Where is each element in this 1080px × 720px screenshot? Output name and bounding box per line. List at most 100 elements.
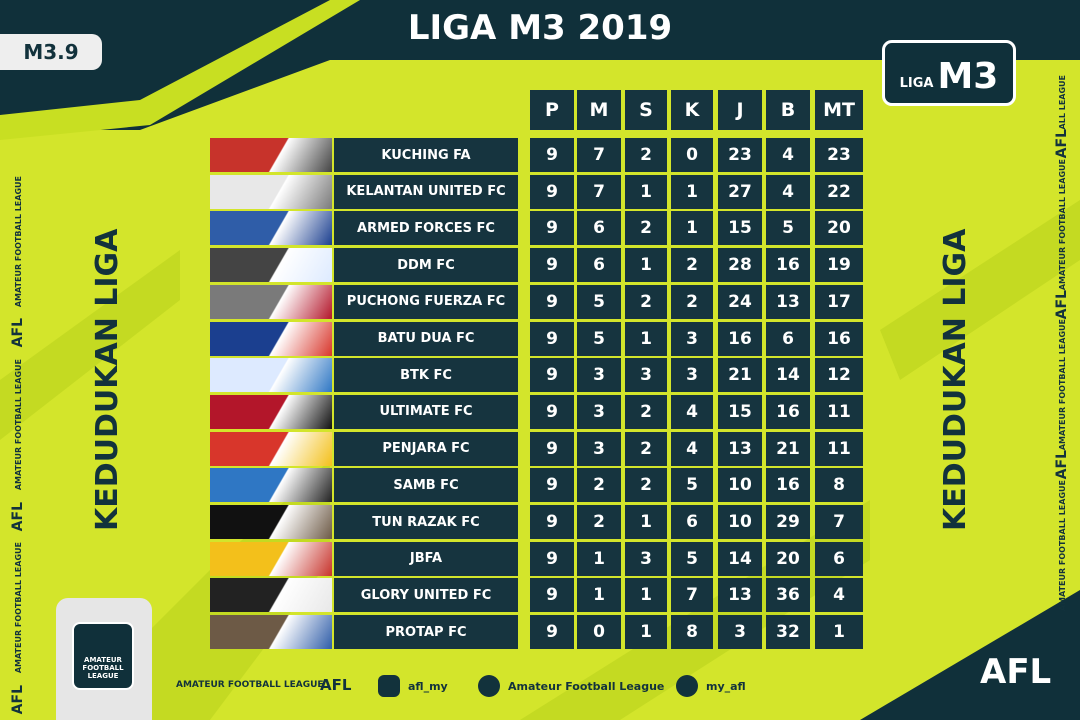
stat-cell: 8 — [671, 615, 713, 650]
strip-text: AMATEUR FOOTBALL LEAGUE — [13, 175, 23, 307]
stat-cell: 4 — [766, 174, 810, 209]
team-logo — [210, 248, 332, 283]
stat-cell: 8 — [815, 468, 863, 503]
column-header: M — [577, 90, 621, 130]
stat-cell: 13 — [766, 284, 810, 319]
stat-cell: 13 — [718, 431, 762, 466]
column-header: K — [671, 90, 713, 130]
stat-cell: 9 — [530, 505, 574, 539]
stat-cell: 9 — [530, 321, 574, 356]
team-name: SAMB FC — [334, 468, 518, 503]
stat-cell: 2 — [671, 248, 713, 283]
team-name: DDM FC — [334, 248, 518, 283]
stat-cell: 11 — [815, 431, 863, 466]
stat-cell: 9 — [530, 578, 574, 613]
stat-cell: 21 — [718, 358, 762, 393]
strip-text: AMATEUR FOOTBALL LEAGUE — [1057, 158, 1067, 290]
stat-cell: 2 — [625, 468, 667, 503]
team-name: JBFA — [334, 541, 518, 576]
stat-cell: 9 — [530, 284, 574, 319]
stat-cell: 9 — [530, 541, 574, 576]
stat-cell: 2 — [625, 394, 667, 429]
stat-cell: 27 — [718, 174, 762, 209]
stat-cell: 16 — [766, 468, 810, 503]
stat-cell: 3 — [671, 358, 713, 393]
strip-text: AMATEUR FOOTBALL LEAGUE — [1057, 479, 1067, 611]
stat-cell: 3 — [577, 394, 621, 429]
side-title-right: KEDUDUKAN LIGA — [938, 228, 973, 532]
stat-cell: 6 — [766, 321, 810, 356]
stat-cell: 4 — [671, 431, 713, 466]
stat-cell: 6 — [671, 505, 713, 539]
footer-league-short: AFL — [320, 676, 352, 694]
stat-cell: 19 — [815, 248, 863, 283]
strip-text: AFL — [1054, 129, 1070, 159]
stat-cell: 23 — [815, 138, 863, 172]
stat-cell: 6 — [577, 211, 621, 246]
stat-cell: 9 — [530, 431, 574, 466]
stat-cell: 2 — [625, 431, 667, 466]
stat-cell: 9 — [530, 358, 574, 393]
facebook-icon — [478, 675, 500, 697]
stat-cell: 28 — [718, 248, 762, 283]
strip-text: AFL — [10, 684, 26, 715]
stat-cell: 9 — [530, 211, 574, 246]
stat-cell: 21 — [766, 431, 810, 466]
stat-cell: 9 — [530, 615, 574, 650]
stat-cell: 13 — [718, 578, 762, 613]
team-logo — [210, 321, 332, 356]
stat-cell: 22 — [815, 174, 863, 209]
team-logo — [210, 358, 332, 393]
strip-text: AFL — [1054, 450, 1070, 480]
stat-cell: 14 — [718, 541, 762, 576]
stat-cell: 5 — [766, 211, 810, 246]
stat-cell: 6 — [815, 541, 863, 576]
stat-cell: 7 — [577, 138, 621, 172]
stat-cell: 2 — [625, 211, 667, 246]
stat-cell: 9 — [530, 468, 574, 503]
team-logo — [210, 138, 332, 172]
stat-cell: 9 — [530, 394, 574, 429]
stat-cell: 1 — [625, 615, 667, 650]
logo-big: M3 — [937, 56, 999, 97]
badge: M3.9 — [0, 34, 102, 70]
strip-text: AFL — [10, 501, 26, 531]
team-logo — [210, 541, 332, 576]
team-logo — [210, 578, 332, 613]
stat-cell: 7 — [815, 505, 863, 539]
team-logo — [210, 431, 332, 466]
stat-cell: 4 — [671, 394, 713, 429]
strip-text: AMATEUR FOOTBALL LEAGUE — [1057, 319, 1067, 451]
afl-logo-panel: AMATEUR FOOTBALL LEAGUE — [56, 598, 152, 720]
team-logo — [210, 174, 332, 209]
footer-league: AMATEUR FOOTBALL LEAGUE — [176, 680, 324, 690]
stat-cell: 24 — [718, 284, 762, 319]
stat-cell: 1 — [625, 578, 667, 613]
team-logo — [210, 468, 332, 503]
team-name: BTK FC — [334, 358, 518, 393]
stat-cell: 3 — [625, 358, 667, 393]
stat-cell: 9 — [530, 174, 574, 209]
stat-cell: 16 — [718, 321, 762, 356]
stat-cell: 1 — [577, 541, 621, 576]
stat-cell: 3 — [625, 541, 667, 576]
stat-cell: 1 — [671, 174, 713, 209]
stat-cell: 5 — [577, 284, 621, 319]
team-name: ARMED FORCES FC — [334, 211, 518, 246]
stat-cell: 32 — [766, 615, 810, 650]
stat-cell: 16 — [815, 321, 863, 356]
stat-cell: 3 — [577, 431, 621, 466]
stat-cell: 1 — [815, 615, 863, 650]
team-name: TUN RAZAK FC — [334, 505, 518, 539]
team-logo — [210, 284, 332, 319]
stat-cell: 14 — [766, 358, 810, 393]
column-header: MT — [815, 90, 863, 130]
stat-cell: 1 — [577, 578, 621, 613]
strip-text: AMATEUR FOOTBALL LEAGUE — [13, 542, 23, 674]
stat-cell: 1 — [671, 211, 713, 246]
strip-text: AFL — [1054, 289, 1070, 320]
stat-cell: 5 — [671, 541, 713, 576]
team-name: ULTIMATE FC — [334, 394, 518, 429]
team-name: PROTAP FC — [334, 615, 518, 650]
